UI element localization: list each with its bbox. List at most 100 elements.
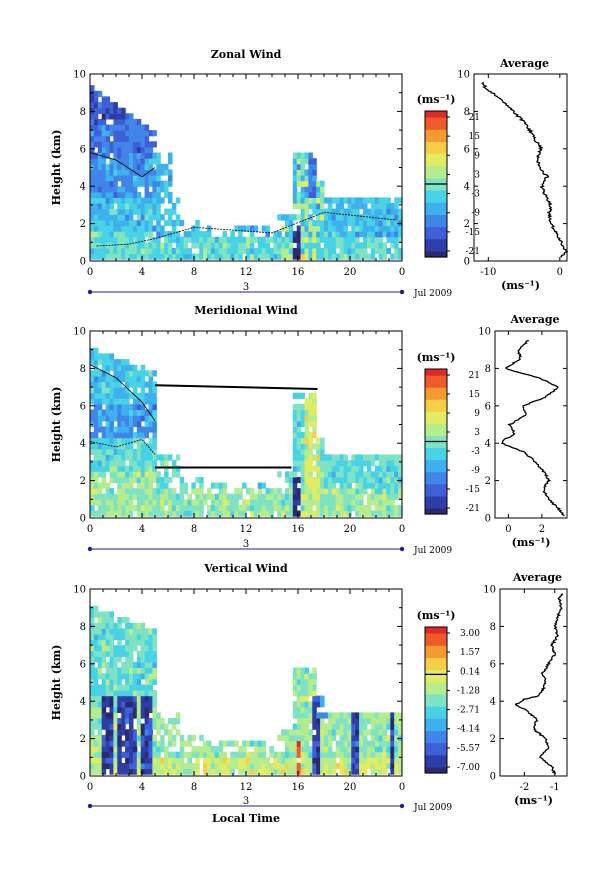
heatmap-cell [93, 706, 99, 713]
y-tick-label: 8 [80, 364, 86, 375]
heatmap-cell [132, 740, 138, 747]
heatmap-cell [132, 437, 138, 444]
heatmap-cell [335, 729, 341, 736]
heatmap-cell [175, 236, 181, 243]
heatmap-cell [148, 415, 153, 422]
heatmap-cell [316, 718, 321, 725]
heatmap-cell [366, 219, 372, 227]
heatmap-cell [285, 247, 290, 255]
heatmap-cell [136, 437, 142, 444]
heatmap-cell [156, 493, 161, 500]
colorbar-tick-label: -2.71 [457, 706, 480, 716]
heatmap-cell [249, 247, 255, 255]
heatmap-cell [129, 633, 134, 641]
heatmap-cell [308, 247, 313, 255]
heatmap-cell [113, 118, 118, 126]
heatmap-cell [300, 158, 306, 165]
heatmap-cell [140, 757, 146, 764]
heatmap-cell [90, 471, 95, 478]
heatmap-cell [101, 180, 107, 187]
heatmap-cell [144, 690, 150, 697]
heatmap-cell [214, 751, 220, 758]
heatmap-cell [390, 729, 395, 736]
heatmap-cell [320, 219, 325, 227]
heatmap-cell [183, 510, 189, 517]
colorbar-frame [424, 626, 448, 774]
heatmap-cell [327, 225, 333, 232]
heatmap-cell [90, 723, 95, 730]
heatmap-cell [101, 381, 107, 388]
heatmap-cell [300, 225, 306, 232]
heatmap-cell [93, 191, 99, 198]
colorbar-segment [425, 214, 447, 218]
heatmap-cell [125, 751, 130, 758]
heatmap-cell [90, 740, 95, 747]
heatmap-cell [152, 247, 157, 255]
heatmap-cell [148, 740, 153, 747]
heatmap-cell [304, 718, 309, 725]
heatmap-cell [316, 729, 321, 736]
heatmap-cell [164, 208, 169, 215]
heatmap-cell [121, 706, 126, 713]
heatmap-cell [109, 130, 114, 137]
heatmap-cell [292, 420, 298, 427]
heatmap-cell [339, 460, 345, 467]
heatmap-cell [378, 236, 384, 243]
heatmap-cell [113, 443, 118, 450]
heatmap-cell [324, 225, 329, 232]
heatmap-cell [113, 762, 118, 770]
heatmap-cell [140, 734, 146, 742]
heatmap-cell [359, 718, 364, 725]
heatmap-cell [136, 465, 142, 472]
heatmap-cell [398, 746, 403, 753]
heatmap-cell [378, 504, 384, 512]
heatmap-cell [312, 706, 317, 713]
heatmap-cell [140, 443, 146, 450]
heatmap-cell [175, 253, 181, 260]
heatmap-cell [242, 242, 247, 249]
heatmap-cell [125, 482, 130, 489]
heatmap-cell [132, 219, 138, 227]
heatmap-cell [331, 504, 337, 512]
heatmap-cell [140, 628, 146, 635]
heatmap-cell [386, 219, 391, 227]
heatmap-cell [288, 740, 294, 747]
heatmap-cell [136, 751, 142, 758]
colorbar-tick-label: -4.14 [457, 725, 480, 735]
heatmap-cell [390, 712, 395, 719]
heatmap-cell [121, 443, 126, 450]
colorbar-segment [425, 766, 447, 771]
heatmap-cell [390, 236, 395, 243]
heatmap-cell [382, 734, 387, 742]
heatmap-cell [136, 633, 142, 641]
heatmap-cell [347, 718, 352, 725]
heatmap-cell [207, 746, 212, 753]
heatmap-cell [378, 751, 384, 758]
heatmap-cell [105, 667, 111, 674]
heatmap-cell [152, 645, 157, 652]
heatmap-cell [355, 723, 360, 730]
heatmap-cell [113, 499, 118, 506]
heatmap-cell [156, 152, 161, 159]
heatmap-cell [93, 471, 99, 478]
heatmap-cell [90, 203, 95, 210]
heatmap-cell [374, 757, 380, 764]
heatmap-cell [93, 633, 99, 641]
heatmap-cell [210, 757, 216, 764]
heatmap-cell [312, 701, 317, 708]
heatmap-cell [390, 757, 395, 764]
heatmap-cell [148, 398, 153, 405]
heatmap-cell [292, 706, 298, 713]
heatmap-cell [93, 432, 99, 439]
heatmap-cell [97, 482, 103, 489]
heatmap-cell [109, 359, 114, 366]
heatmap-cell [171, 236, 177, 243]
heatmap-cell [390, 476, 395, 484]
heatmap-cell [339, 454, 345, 461]
average-x-tick-label: -10 [480, 267, 496, 278]
heatmap-cell [320, 471, 325, 478]
heatmap-cell [148, 465, 153, 472]
heatmap-cell [113, 152, 118, 159]
heatmap-cell [324, 247, 329, 255]
heatmap-cell [312, 723, 317, 730]
